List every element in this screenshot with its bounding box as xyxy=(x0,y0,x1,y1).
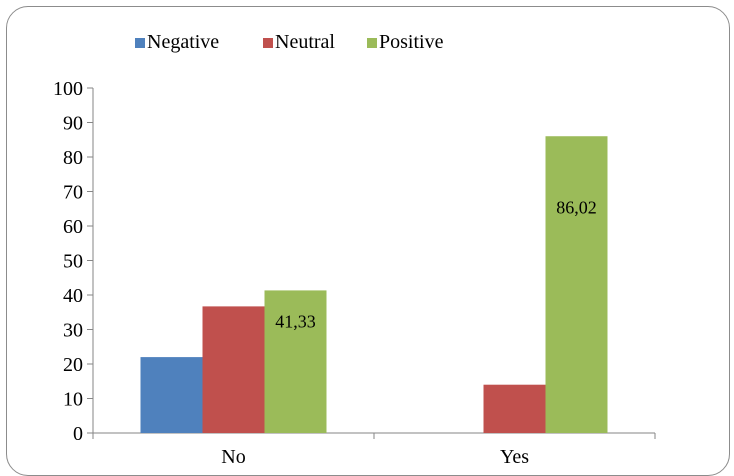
y-tick-label: 40 xyxy=(63,285,83,307)
x-category-label: No xyxy=(221,446,245,468)
bar-negative-no xyxy=(140,357,203,433)
legend-label-neutral: Neutral xyxy=(275,31,335,53)
y-tick-label: 70 xyxy=(63,182,83,204)
bar-positive-no xyxy=(264,290,327,433)
y-tick-label: 100 xyxy=(53,78,83,100)
data-label: 86,02 xyxy=(556,197,597,217)
y-tick-label: 30 xyxy=(63,320,83,342)
bars xyxy=(140,136,608,433)
x-category-label: Yes xyxy=(500,446,529,468)
bar-neutral-yes xyxy=(483,384,546,433)
y-tick-label: 10 xyxy=(63,389,83,411)
bar-positive-yes xyxy=(545,136,608,433)
y-tick-label: 20 xyxy=(63,354,83,376)
bar-neutral-no xyxy=(202,306,265,433)
data-labels: 41,33 86,02 xyxy=(275,197,597,331)
data-label: 41,33 xyxy=(275,311,316,331)
y-tick-label: 90 xyxy=(63,113,83,135)
y-tick-label: 60 xyxy=(63,216,83,238)
y-tick-label: 80 xyxy=(63,147,83,169)
y-tick-label: 0 xyxy=(73,423,83,445)
legend-label-negative: Negative xyxy=(147,31,219,53)
chart-frame xyxy=(6,6,730,476)
legend-swatch-neutral xyxy=(263,38,273,48)
legend-swatch-positive xyxy=(367,38,377,48)
legend-swatch-negative xyxy=(135,38,145,48)
legend: Negative Neutral Positive xyxy=(135,31,444,53)
legend-label-positive: Positive xyxy=(379,31,444,53)
y-tick-label: 50 xyxy=(63,251,83,273)
